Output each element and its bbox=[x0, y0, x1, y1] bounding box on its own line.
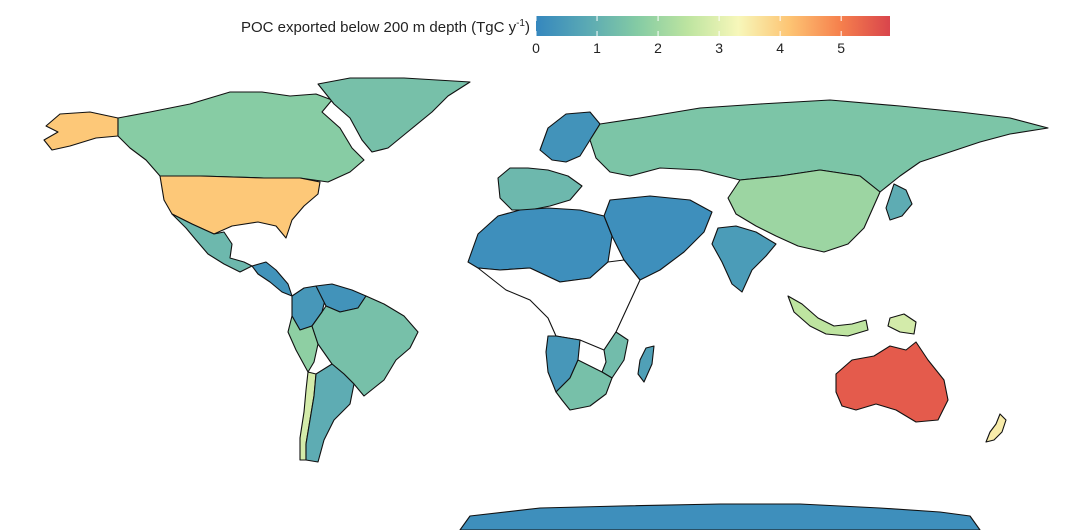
region-madagascar[interactable] bbox=[637, 345, 655, 383]
region-united-states[interactable] bbox=[159, 175, 321, 239]
colorbar-gradient bbox=[536, 16, 890, 36]
region-brazil[interactable] bbox=[311, 295, 419, 397]
region-argentina[interactable] bbox=[305, 363, 355, 463]
region-southern-africa[interactable] bbox=[555, 359, 613, 411]
region-indonesia[interactable] bbox=[787, 295, 869, 337]
region-japan[interactable] bbox=[885, 183, 913, 221]
legend-title: POC exported below 200 m depth (TgC y-1) bbox=[240, 18, 530, 36]
region-china[interactable] bbox=[727, 169, 881, 253]
region-western-europe[interactable] bbox=[497, 167, 583, 211]
region-new-zealand[interactable] bbox=[985, 413, 1007, 443]
region-greenland[interactable] bbox=[317, 77, 471, 153]
colorbar bbox=[536, 16, 890, 36]
region-scandinavia[interactable] bbox=[539, 111, 601, 163]
region-peru[interactable] bbox=[287, 315, 319, 373]
colorbar-tick-label: 0 bbox=[532, 40, 540, 56]
colorbar-tick-label: 4 bbox=[776, 40, 785, 56]
colorbar-tick-label: 5 bbox=[837, 40, 846, 56]
region-central-america[interactable] bbox=[251, 261, 293, 297]
region-alaska[interactable] bbox=[43, 111, 119, 151]
region-mozambique[interactable] bbox=[601, 331, 629, 379]
colorbar-tick-label: 2 bbox=[654, 40, 662, 56]
region-russia[interactable] bbox=[589, 99, 1049, 193]
region-mexico[interactable] bbox=[171, 213, 253, 273]
region-papua-new-guinea[interactable] bbox=[887, 313, 917, 335]
colorbar-tick-label: 1 bbox=[593, 40, 601, 56]
colorbar-tick-label: 3 bbox=[715, 40, 723, 56]
region-australia[interactable] bbox=[835, 341, 949, 423]
region-central-africa[interactable] bbox=[477, 259, 641, 351]
region-india[interactable] bbox=[711, 225, 777, 293]
region-canada[interactable] bbox=[117, 91, 365, 183]
region-antarctica[interactable] bbox=[459, 503, 981, 530]
